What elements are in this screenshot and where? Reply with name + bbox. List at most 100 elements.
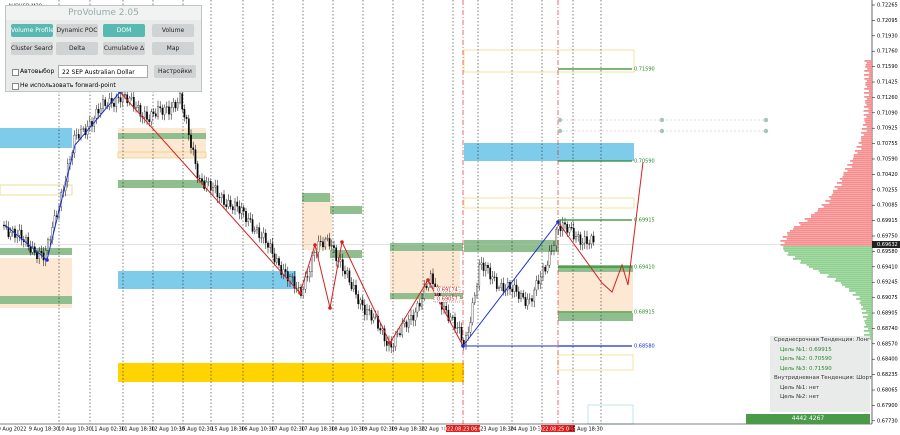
candle-body [174, 102, 177, 109]
auto-select-checkbox[interactable] [12, 69, 19, 76]
volume-bar [842, 284, 872, 286]
candle-body [317, 241, 320, 253]
candle-body [476, 286, 478, 296]
volume-bar [868, 94, 872, 96]
candle-body [502, 283, 505, 292]
target-label: 0.71590 [634, 67, 655, 73]
candle-body [253, 229, 256, 232]
candle-body [407, 318, 410, 328]
tool-button[interactable]: Map [152, 42, 194, 55]
candle-body [104, 99, 107, 106]
candle-body [181, 93, 184, 110]
candle-body [498, 287, 500, 289]
pivot-dot [45, 258, 49, 262]
volume-bar [807, 220, 872, 222]
candle-body [319, 241, 322, 243]
tool-button[interactable]: Dynamic POC [56, 24, 98, 37]
price-label: 0.71760 [877, 49, 898, 55]
volume-bar [866, 98, 872, 100]
candle-body [165, 106, 168, 108]
volume-bar [862, 306, 872, 308]
candle-body [306, 276, 309, 278]
grey-dot [659, 117, 665, 123]
candle-body [271, 243, 274, 254]
volume-bar [834, 186, 872, 188]
volume-bar [864, 106, 872, 108]
volume-bar [828, 274, 872, 276]
candle-body [214, 185, 217, 188]
info-line: Цель №3: 0.71590 [780, 365, 832, 372]
price-label: 0.68740 [877, 326, 898, 332]
candle-body [374, 316, 377, 318]
volume-bar [864, 78, 872, 80]
candle-body [218, 196, 221, 198]
tool-button[interactable]: Cluster Search [11, 42, 53, 55]
forward-checkbox[interactable] [12, 83, 19, 90]
volume-bar [861, 312, 872, 314]
zone [118, 128, 206, 158]
candle-body [264, 232, 267, 244]
volume-bar [793, 226, 872, 228]
volume-bar [865, 84, 872, 86]
candle-body [482, 262, 485, 271]
candle-body [467, 332, 470, 336]
volume-bar [847, 170, 872, 172]
candle-body [355, 285, 357, 295]
volume-bar [869, 72, 872, 74]
candle-body [234, 201, 236, 211]
candle-body [97, 108, 100, 114]
pivot-dot [298, 291, 302, 295]
candle-body [119, 97, 122, 103]
info-line: Цель №2: 0.70590 [780, 356, 832, 362]
time-label: 10 Aug 10:30 [58, 427, 92, 433]
candle-body [238, 206, 241, 214]
candle-body [350, 282, 353, 290]
candle-body [339, 259, 342, 262]
price-label: 0.72095 [877, 18, 898, 24]
candle-body [553, 245, 555, 251]
volume-bar [861, 140, 872, 142]
candle-body [225, 204, 228, 207]
candle-body [240, 207, 243, 214]
volume-bar [821, 204, 872, 206]
candle-body [245, 211, 247, 223]
volume-bar [788, 252, 872, 254]
candle-body [198, 177, 201, 179]
tool-button[interactable]: Delta [56, 42, 98, 55]
candle-body [286, 271, 289, 282]
volume-bar [859, 302, 872, 304]
candle-body [524, 297, 527, 306]
time-label: 17 Aug 02:30 [271, 427, 305, 433]
tool-button[interactable]: Volume [152, 24, 194, 37]
target-label: 0.70590 [634, 159, 655, 165]
candle-body [95, 108, 98, 119]
info-line: Среднесрочная Тенденция: Лонг [774, 337, 870, 343]
grey-dot [659, 128, 665, 134]
volume-bar [833, 192, 872, 194]
zigzag-blue [4, 91, 121, 261]
candle-body [302, 289, 305, 296]
settings-button[interactable]: Настройки [154, 65, 196, 78]
volume-bar [864, 60, 872, 62]
time-label-bg [541, 425, 575, 432]
candle-body [539, 276, 542, 285]
volume-bar [790, 230, 872, 232]
tool-button[interactable]: Volume Profile [11, 24, 53, 37]
target-label: 0.69915 [634, 218, 655, 224]
candle-body [405, 321, 408, 328]
tool-button[interactable]: Cumulative Δ [103, 42, 145, 55]
time-label: 17 Aug 18:30 [301, 427, 335, 433]
candle-body [326, 238, 329, 240]
marker-box [433, 286, 461, 294]
instrument-select[interactable]: 22 SEP Australian Dollar [58, 65, 148, 78]
volume-bar [867, 86, 872, 88]
volume-bar [829, 196, 872, 198]
candle-body [572, 227, 575, 240]
tool-button[interactable]: DOM [103, 24, 145, 37]
candle-body [308, 271, 311, 278]
volume-bar [836, 182, 872, 184]
candle-body [401, 323, 404, 336]
volume-bar [869, 332, 872, 334]
volume-bar [784, 250, 872, 252]
candle-body [75, 134, 78, 136]
